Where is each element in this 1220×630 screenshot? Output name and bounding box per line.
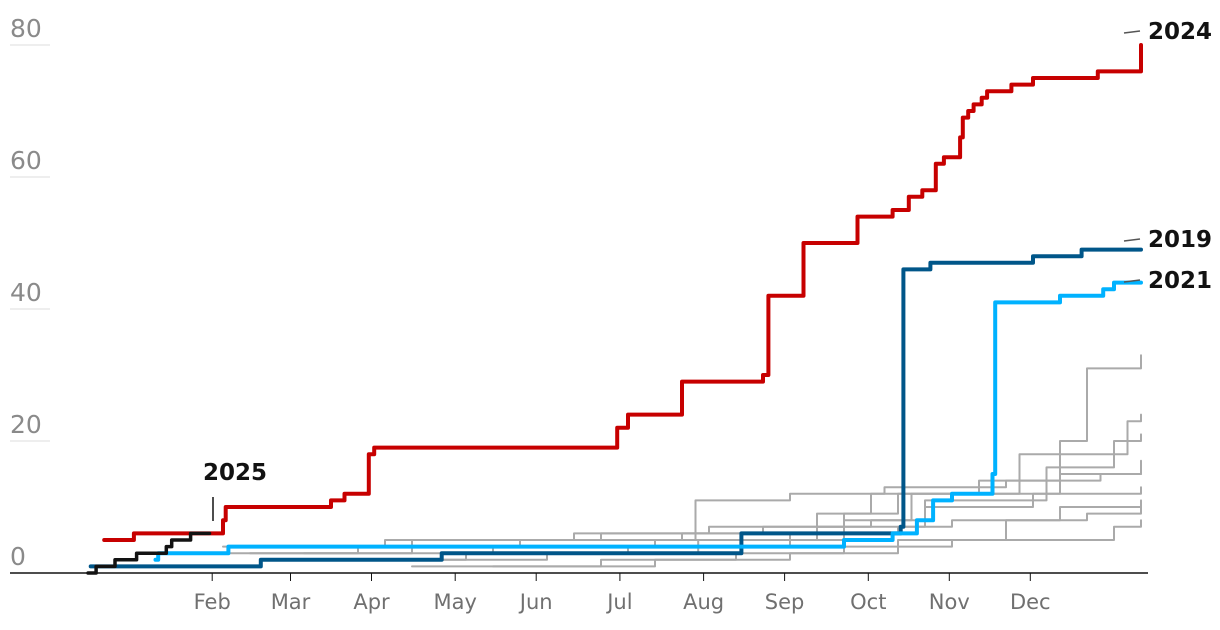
series-line-2025 [86, 531, 212, 575]
series-label-2024: 2024 [1148, 19, 1212, 45]
series-end-labels: 2024 2019 2021 2025 [203, 19, 1212, 521]
y-tick-label: 0 [10, 542, 26, 571]
label-leader-2024 [1123, 30, 1141, 34]
x-tick-label: Sep [765, 590, 805, 614]
x-tick-label: Jun [518, 590, 553, 614]
y-axis-ticks: 0 20 40 60 80 [10, 14, 42, 571]
gridlines [10, 44, 50, 442]
x-tick-label: Feb [194, 590, 231, 614]
series-line-2019 [88, 247, 1143, 569]
label-leader-2019 [1123, 238, 1141, 242]
label-leader-2021 [1123, 279, 1141, 283]
y-tick-label: 60 [10, 146, 42, 175]
series-line-2021 [153, 280, 1143, 562]
highlighted-series-lines [86, 43, 1143, 575]
series-line-other-year [492, 506, 1142, 568]
x-tick-label: Aug [683, 590, 724, 614]
x-tick-label: Oct [850, 590, 886, 614]
x-tick-label: May [433, 590, 476, 614]
series-line-other-year [357, 486, 1142, 561]
y-tick-label: 40 [10, 278, 42, 307]
x-tick-label: Dec [1010, 590, 1051, 614]
x-tick-label: Jul [605, 590, 632, 614]
series-label-2019: 2019 [1148, 227, 1212, 253]
series-label-2021: 2021 [1148, 268, 1212, 294]
y-tick-label: 20 [10, 410, 42, 439]
series-line-2024 [102, 43, 1143, 542]
x-tick-label: Apr [353, 590, 390, 614]
y-tick-label: 80 [10, 14, 42, 43]
grey-series-lines [195, 354, 1142, 568]
x-tick-label: Nov [929, 590, 970, 614]
series-label-2025: 2025 [203, 460, 267, 486]
x-axis-ticks: Feb Mar Apr May Jun Jul Aug Sep Oct Nov Dec [194, 573, 1051, 614]
x-tick-label: Mar [271, 590, 311, 614]
